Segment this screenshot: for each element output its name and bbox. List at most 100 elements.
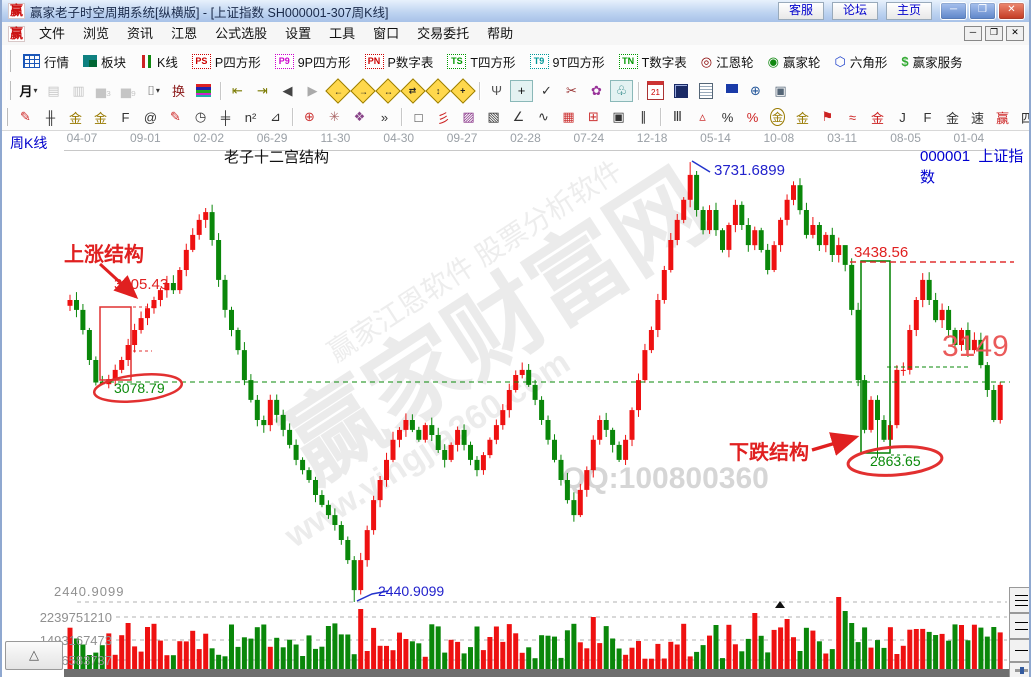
fan-box-icon[interactable]: ▨ xyxy=(462,109,475,124)
nine-t-square-button[interactable]: T9 9T四方形 xyxy=(523,52,612,71)
menu-window[interactable]: 窗口 xyxy=(373,25,400,41)
quotes-button[interactable]: 行情 xyxy=(16,52,76,71)
menu-browse[interactable]: 浏览 xyxy=(83,25,110,41)
calculator-button[interactable] xyxy=(669,80,692,102)
p-square-button[interactable]: PS P四方形 xyxy=(185,52,268,71)
toolbar-grip[interactable] xyxy=(6,49,11,73)
calendar-button[interactable]: 21 xyxy=(644,80,667,102)
gann-grid-gold2-icon[interactable]: 金 xyxy=(93,110,107,126)
menu-news[interactable]: 资讯 xyxy=(127,25,154,41)
compass-target-icon[interactable]: ⊕ xyxy=(304,109,315,124)
mdi-minimize-button[interactable]: ─ xyxy=(964,26,982,41)
exchange-icon[interactable]: 换 xyxy=(171,84,185,99)
t-square-button[interactable]: TS T四方形 xyxy=(440,52,522,71)
grid-hash-icon[interactable]: ╫ xyxy=(45,109,56,125)
candle-style-dropdown[interactable]: ⌷ ▾ xyxy=(147,82,160,98)
volume-zoom-medium-button[interactable] xyxy=(1009,613,1029,639)
red-pencil-icon[interactable]: ✎ xyxy=(170,109,181,124)
gann-wheel-button[interactable]: ◎ 江恩轮 xyxy=(694,52,761,71)
volume-slider-button[interactable] xyxy=(1009,662,1029,677)
grid-dots-icon[interactable]: ⊞ xyxy=(588,109,599,124)
time-cycle-icon[interactable]: ◷ xyxy=(194,109,207,124)
notepad-button[interactable] xyxy=(694,80,717,102)
triangle-percent-icon[interactable]: ▵ xyxy=(699,109,706,124)
volume-zoom-large-button[interactable] xyxy=(1009,587,1029,613)
si-line-icon[interactable]: 四 xyxy=(1016,106,1029,128)
gann-grid-gold-icon[interactable]: 金 xyxy=(68,110,82,126)
next-bar-button[interactable]: ▶ xyxy=(307,82,318,98)
volume-zoom-small-button[interactable] xyxy=(1009,639,1029,662)
expand-pane-button[interactable]: △ xyxy=(5,641,63,670)
gann-fan-icon[interactable]: 彡 xyxy=(436,110,450,126)
forum-button[interactable]: 论坛 xyxy=(831,2,878,20)
f-line-icon[interactable]: F xyxy=(923,109,932,125)
menu-tools[interactable]: 工具 xyxy=(329,25,356,41)
t-number-table-button[interactable]: TN T数字表 xyxy=(612,52,694,71)
restore-button[interactable]: ❐ xyxy=(969,2,996,20)
histogram-icon[interactable] xyxy=(192,80,215,102)
more-tools-button[interactable]: » xyxy=(380,109,389,125)
gold-circle-icon[interactable]: 金 xyxy=(766,106,789,128)
pan-right-button[interactable]: → xyxy=(349,77,376,104)
line-node-tool-button[interactable]: ✓ xyxy=(541,82,552,98)
winner-service-button[interactable]: $ 赢家服务 xyxy=(894,52,969,71)
gold-lines-icon[interactable]: 金 xyxy=(795,110,809,126)
period-month-dropdown[interactable]: 月 ▾ xyxy=(19,84,38,99)
hexagon-button[interactable]: ⬡ 六角形 xyxy=(827,52,894,71)
network-button[interactable]: ⊕ xyxy=(750,82,761,98)
menu-gann[interactable]: 江恩 xyxy=(171,25,198,41)
report-view-icon[interactable]: ▥ xyxy=(72,82,85,98)
pan-left-button[interactable]: ← xyxy=(324,77,351,104)
starburst-square-icon[interactable]: ❖ xyxy=(353,109,366,124)
j-line-icon[interactable]: J xyxy=(899,109,906,125)
gold-angle-icon[interactable]: 金 xyxy=(945,110,959,126)
percent-lines-icon[interactable]: % xyxy=(746,109,759,125)
brain-tool-button[interactable]: ♧ xyxy=(610,79,633,102)
expand-all-button[interactable]: + xyxy=(449,77,476,104)
chart3-view-icon[interactable]: ▅₃ xyxy=(95,82,112,98)
grid-box-icon[interactable]: ▣ xyxy=(612,109,625,124)
homepage-button[interactable]: 主页 xyxy=(885,2,932,20)
close-button[interactable]: ✕ xyxy=(998,2,1025,20)
starburst-icon[interactable]: ✳ xyxy=(329,109,340,124)
angle-lines-icon[interactable]: ∠ xyxy=(512,109,525,124)
prev-bar-button[interactable]: ◀ xyxy=(282,82,293,98)
crosshair-tool-button[interactable]: + xyxy=(510,79,533,102)
kline-button[interactable]: K线 xyxy=(133,52,185,71)
grid-table-icon[interactable]: ▦ xyxy=(562,109,575,124)
flag-pen-icon[interactable]: ⚑ xyxy=(821,109,834,124)
hand-tool-button[interactable]: Ψ xyxy=(491,83,502,98)
parallel-lines-icon[interactable]: ∥ xyxy=(640,109,647,124)
winner-wheel-button[interactable]: ◉ 赢家轮 xyxy=(761,52,828,71)
mdi-close-button[interactable]: ✕ xyxy=(1006,26,1024,41)
winner-line-icon[interactable]: 赢 xyxy=(995,110,1009,126)
mdi-restore-button[interactable]: ❐ xyxy=(985,26,1003,41)
p-number-table-button[interactable]: PN P数字表 xyxy=(358,52,441,71)
save-button[interactable] xyxy=(719,80,742,102)
expand-vertical-button[interactable]: ↕ xyxy=(424,77,451,104)
expand-horizontal-button[interactable]: ↔ xyxy=(374,77,401,104)
first-bar-button[interactable]: ⇤ xyxy=(232,82,243,98)
red-brush-icon[interactable]: ✎ xyxy=(20,109,31,124)
scissors-tool-button[interactable]: ✂ xyxy=(566,82,577,98)
hash-lines-icon[interactable]: ╪ xyxy=(220,109,231,125)
menu-file[interactable]: 文件 xyxy=(39,25,66,41)
workstation-button[interactable]: ▣ xyxy=(774,82,787,98)
wave-tool-icon[interactable]: ∿ xyxy=(538,109,549,124)
menu-trade[interactable]: 交易委托 xyxy=(417,25,470,41)
compress-horizontal-button[interactable]: ⇄ xyxy=(399,77,426,104)
n-square-icon[interactable]: n² xyxy=(244,109,257,125)
fibonacci-grid-icon[interactable]: F xyxy=(121,109,130,125)
last-bar-button[interactable]: ⇥ xyxy=(257,82,268,98)
speed-line-icon[interactable]: 速 xyxy=(970,110,984,126)
flower-tool-button[interactable]: ✿ xyxy=(591,82,602,98)
menu-help[interactable]: 帮助 xyxy=(487,25,514,41)
ruler-triangle-icon[interactable]: ⊿ xyxy=(270,109,281,124)
percent-icon[interactable]: % xyxy=(721,109,734,125)
minimize-button[interactable]: ─ xyxy=(940,2,967,20)
blocks-button[interactable]: 板块 xyxy=(76,52,133,71)
menu-formula-picker[interactable]: 公式选股 xyxy=(215,25,268,41)
horizontal-scrollbar[interactable] xyxy=(64,669,1010,677)
gold-red-icon[interactable]: 金 xyxy=(870,110,884,126)
toolbar-grip[interactable] xyxy=(6,107,8,127)
